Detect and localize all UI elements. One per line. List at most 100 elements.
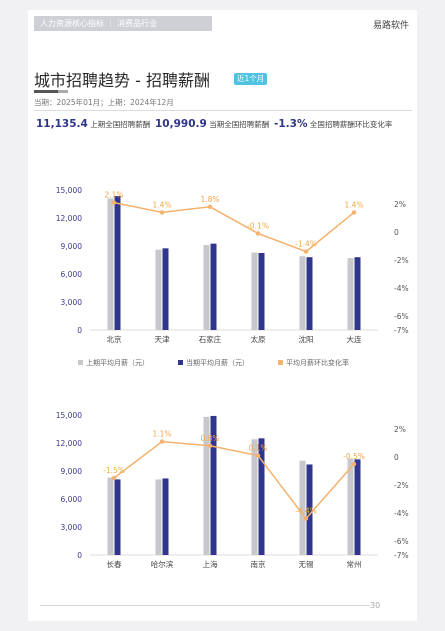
- y2-tick-label: -4%: [394, 509, 409, 518]
- change-rate-label: -0.1%: [247, 221, 269, 230]
- category-label: 天津: [155, 335, 170, 344]
- category-label: 长春: [107, 559, 122, 569]
- legend-label: 平均月薪环比变化率: [286, 358, 349, 367]
- legend-label: 当期平均月薪（元）: [186, 358, 249, 367]
- y2-tick-label: -2%: [394, 481, 409, 490]
- kpi-prev-label: 上期全国招聘薪酬: [90, 120, 151, 129]
- bar-prev: [203, 416, 210, 555]
- y2-tick-label: -4%: [394, 284, 409, 293]
- period-badge: 近1个月: [234, 73, 268, 85]
- bar-curr: [258, 438, 265, 555]
- change-rate-label: 0.1%: [248, 444, 267, 453]
- y2-tick-label: 2%: [394, 425, 406, 434]
- y2-tick-label: 0: [394, 228, 399, 237]
- y2-tick-label: -2%: [394, 256, 409, 265]
- bar-prev: [251, 439, 258, 555]
- change-rate-point: [255, 231, 261, 236]
- page-title: 城市招聘趋势 - 招聘薪酬: [34, 71, 210, 90]
- change-rate-label: -0.5%: [343, 452, 365, 461]
- bar-curr: [210, 243, 217, 330]
- title-accent: [34, 90, 58, 93]
- category-label: 太原: [251, 334, 266, 344]
- y-tick-label: 15,000: [56, 411, 82, 420]
- change-rate-line: [113, 440, 355, 520]
- y-tick-label: 12,000: [56, 439, 82, 448]
- y-tick-label: 0: [77, 551, 82, 560]
- change-rate-label: 2.1%: [104, 191, 123, 200]
- legend-swatch: [278, 360, 283, 365]
- bar-curr: [306, 464, 313, 555]
- kpi-curr-value: 10,990.9: [155, 118, 207, 130]
- bar-curr: [354, 257, 361, 330]
- change-rate-line: [113, 201, 355, 253]
- bar-prev: [299, 256, 306, 330]
- y2-tick-label: 0: [394, 453, 399, 462]
- bar-prev: [251, 252, 258, 330]
- report-topbar: 人力资源核心指标 ｜ 消费品行业: [34, 16, 212, 31]
- change-rate-label: -4.4%: [295, 507, 317, 516]
- salary-chart-north: 0 3,000 6,000 9,000 12,000 15,000 2% 0 -2% -4% -6%…: [56, 186, 409, 367]
- change-rate-label: 1.4%: [344, 200, 363, 209]
- change-rate-label: 1.8%: [200, 195, 219, 204]
- change-rate-point: [111, 475, 117, 481]
- bar-curr: [258, 253, 265, 330]
- category-label: 北京: [107, 334, 122, 344]
- y-tick-label: 6,000: [61, 495, 83, 504]
- category-label: 无锡: [299, 560, 314, 569]
- change-rate-point: [303, 516, 309, 521]
- category-label: 石家庄: [199, 334, 222, 344]
- change-rate-point: [159, 439, 165, 444]
- y-tick-label: 3,000: [61, 298, 83, 307]
- change-rate-point: [255, 453, 261, 458]
- category-label: 哈尔滨: [151, 559, 174, 569]
- category-label: 大连: [347, 334, 362, 344]
- kpi-curr-label: 当期全国招聘薪酬: [209, 120, 270, 129]
- brand-name: 易路软件: [372, 21, 409, 31]
- bar-prev: [299, 460, 306, 555]
- y-tick-label: 9,000: [61, 242, 83, 251]
- y2-tick-label: 2%: [394, 200, 406, 209]
- y-tick-label: 9,000: [61, 467, 83, 476]
- bar-curr: [162, 478, 169, 555]
- y2-tick-label: -6%: [394, 537, 409, 546]
- kpi-prev-value: 11,135.4: [36, 118, 88, 130]
- report-page: 人力资源核心指标 ｜ 消费品行业 易路软件 城市招聘趋势 - 招聘薪酬 近1个月…: [28, 10, 417, 621]
- change-rate-label: 0.8%: [200, 434, 219, 443]
- period-text: 当期：2025年01月；上期：2024年12月: [34, 98, 174, 107]
- bar-curr: [306, 257, 313, 330]
- change-rate-label: -1.5%: [103, 466, 125, 475]
- bar-prev: [203, 245, 210, 330]
- legend-label: 上期平均月薪（元）: [86, 358, 149, 367]
- page-number: 30: [370, 601, 381, 610]
- footer-line: [40, 605, 370, 606]
- y-tick-label: 12,000: [56, 214, 82, 223]
- bar-curr: [354, 459, 361, 555]
- change-rate-label: -1.4%: [295, 240, 317, 249]
- legend-swatch: [178, 360, 183, 365]
- change-rate-point: [111, 200, 117, 205]
- y-tick-label: 15,000: [56, 186, 82, 195]
- change-rate-point: [351, 210, 357, 215]
- change-rate-label: 1.1%: [152, 430, 171, 439]
- title-accent-secondary: [58, 90, 68, 93]
- legend-swatch: [78, 360, 83, 365]
- bar-curr: [114, 479, 121, 555]
- bar-prev: [107, 198, 114, 330]
- bar-curr: [210, 415, 217, 555]
- change-rate-label: 1.4%: [152, 200, 171, 209]
- kpi-change-value: -1.3%: [274, 118, 308, 130]
- category-label: 沈阳: [299, 334, 314, 344]
- category-label: 南京: [251, 559, 266, 569]
- bar-prev: [155, 249, 162, 330]
- y-tick-label: 6,000: [61, 270, 83, 279]
- kpi-change-label: 全国招聘薪酬环比变化率: [309, 120, 393, 129]
- y2-tick-label: -7%: [394, 551, 409, 560]
- change-rate-point: [159, 210, 165, 215]
- bar-prev: [347, 258, 354, 330]
- category-label: 常州: [347, 560, 362, 569]
- header-divider: [34, 110, 412, 111]
- change-rate-point: [351, 461, 357, 467]
- y-tick-label: 3,000: [61, 523, 83, 532]
- bar-curr: [114, 196, 121, 330]
- y2-tick-label: -7%: [394, 326, 409, 335]
